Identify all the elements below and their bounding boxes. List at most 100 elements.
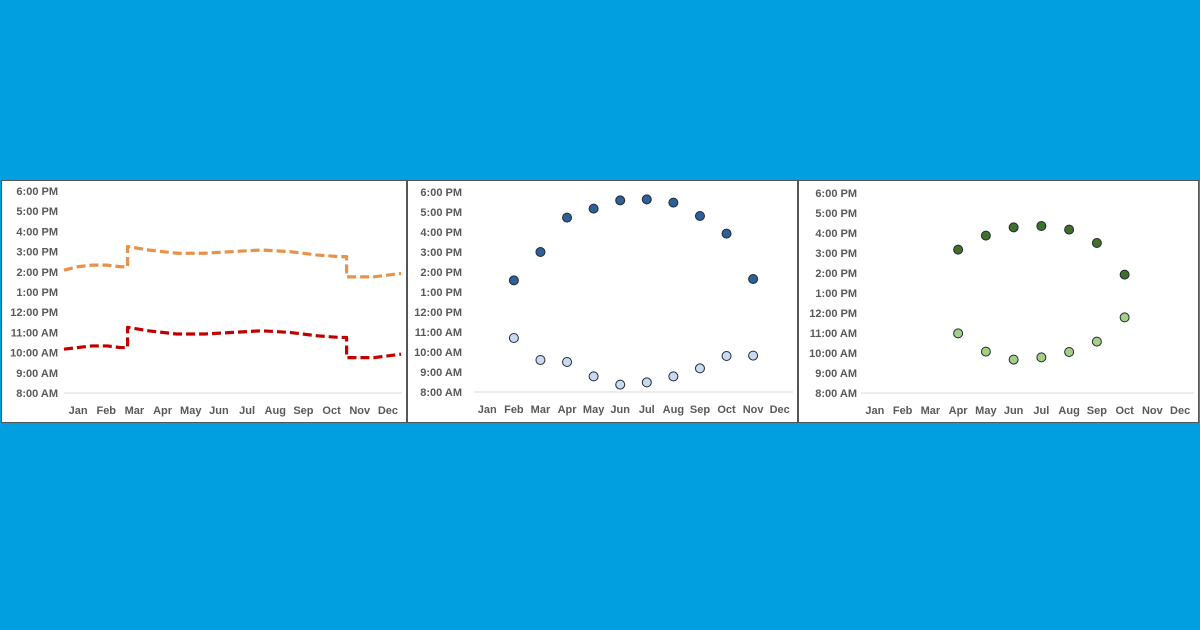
scatter-point [535, 355, 546, 365]
x-tick-label: Dec [770, 404, 790, 416]
x-tick-label: Mar [921, 405, 941, 417]
scatter-point [1036, 221, 1047, 231]
scatter-chart-blue: 8:00 AM 9:00 AM 10:00 AM 11:00 AM 12:00 PM 1:… [414, 187, 793, 416]
y-tick-label: 1:00 PM [420, 287, 462, 299]
y-tick-label: 5:00 PM [420, 207, 462, 219]
scatter-point [562, 212, 573, 223]
x-tick-label: Jan [865, 405, 884, 417]
x-tick-label: Oct [717, 404, 736, 416]
y-tick-label: 6:00 PM [815, 188, 857, 200]
x-tick-label: Feb [504, 404, 524, 416]
x-tick-label: Jan [69, 405, 88, 417]
chart-panel-left: 8:00 AM 9:00 AM 10:00 AM 11:00 AM 12:00 PM 1:… [1, 180, 407, 423]
x-tick-label: Dec [378, 405, 398, 417]
y-tick-label: 4:00 PM [815, 228, 857, 240]
y-tick-label: 2:00 PM [16, 267, 58, 279]
y-tick-label: 3:00 PM [16, 247, 58, 259]
x-tick-label: Jul [1033, 405, 1049, 417]
scatter-point [1119, 312, 1130, 323]
x-tick-label: Nov [1142, 405, 1164, 417]
scatter-point [508, 333, 519, 343]
y-tick-label: 1:00 PM [815, 288, 857, 300]
x-tick-label: Apr [558, 404, 578, 416]
y-tick-label: 4:00 PM [420, 227, 462, 239]
y-tick-label: 8:00 AM [420, 387, 462, 399]
chart-panel-middle: 8:00 AM 9:00 AM 10:00 AM 11:00 AM 12:00 PM 1:… [407, 180, 798, 423]
x-tick-label: Apr [949, 405, 969, 417]
scatter-point [980, 230, 991, 241]
y-tick-label: 2:00 PM [815, 268, 857, 280]
scatter-point [1119, 269, 1130, 280]
y-tick-label: 12:00 PM [10, 307, 58, 319]
scatter-point [535, 247, 546, 257]
scatter-point [748, 350, 759, 361]
x-tick-label: Jun [209, 405, 229, 417]
x-tick-label: Aug [663, 404, 684, 416]
scatter-point [1036, 352, 1047, 363]
scatter-point [641, 377, 652, 388]
y-tick-label: 12:00 PM [414, 307, 462, 319]
y-tick-label: 6:00 PM [420, 187, 462, 199]
scatter-point [588, 203, 599, 214]
x-tick-label: Sep [1087, 405, 1107, 417]
x-tick-label: Jan [478, 404, 497, 416]
scatter-point [641, 194, 652, 205]
x-tick-label: Mar [125, 405, 145, 417]
scatter-point [668, 197, 679, 208]
scatter-point [668, 371, 679, 382]
series-line-1 [63, 325, 402, 360]
y-tick-label: 11:00 AM [810, 328, 857, 340]
x-tick-label: Nov [349, 405, 371, 417]
x-tick-label: May [975, 405, 997, 417]
y-tick-label: 1:00 PM [16, 287, 58, 299]
x-tick-label: Apr [153, 405, 173, 417]
x-tick-label: Dec [1170, 405, 1190, 417]
y-tick-label: 5:00 PM [815, 208, 857, 220]
scatter-point [1091, 238, 1102, 248]
scatter-point [694, 211, 705, 221]
y-tick-label: 9:00 AM [815, 368, 857, 380]
x-tick-label: Jun [1004, 405, 1024, 417]
y-tick-label: 3:00 PM [420, 247, 462, 259]
chart-panel-right: 8:00 AM 9:00 AM 10:00 AM 11:00 AM 12:00 PM 1:… [798, 180, 1199, 423]
x-tick-label: Mar [531, 404, 551, 416]
y-tick-label: 8:00 AM [16, 388, 58, 400]
scatter-point [1064, 347, 1075, 357]
y-tick-label: 2:00 PM [420, 267, 462, 279]
x-tick-label: Aug [265, 405, 286, 417]
scatter-point [615, 379, 626, 390]
y-tick-label: 9:00 AM [420, 367, 462, 379]
y-tick-label: 10:00 AM [414, 347, 462, 359]
scatter-point [953, 328, 964, 339]
x-tick-label: Sep [690, 404, 710, 416]
y-tick-label: 9:00 AM [16, 368, 58, 380]
y-tick-label: 6:00 PM [16, 186, 58, 198]
y-tick-label: 5:00 PM [16, 206, 58, 218]
scatter-chart-green: 8:00 AM 9:00 AM 10:00 AM 11:00 AM 12:00 PM 1:… [809, 188, 1194, 417]
scatter-point [588, 371, 599, 382]
scatter-point [562, 357, 573, 367]
scatter-point [1064, 224, 1075, 235]
y-tick-label: 11:00 AM [415, 327, 462, 339]
x-tick-label: Feb [893, 405, 913, 417]
y-tick-label: 12:00 PM [809, 308, 857, 320]
x-tick-label: May [583, 404, 605, 416]
y-tick-label: 8:00 AM [815, 388, 857, 400]
x-tick-label: Feb [96, 405, 116, 417]
x-tick-label: Nov [743, 404, 765, 416]
scatter-point [1091, 336, 1102, 347]
x-tick-label: Oct [1115, 405, 1134, 417]
scatter-point [721, 351, 732, 361]
scatter-point [1008, 222, 1019, 233]
y-tick-label: 3:00 PM [815, 248, 857, 260]
x-tick-label: Jul [639, 404, 655, 416]
y-tick-label: 10:00 AM [809, 348, 857, 360]
y-tick-label: 4:00 PM [16, 226, 58, 238]
x-tick-label: Aug [1058, 405, 1079, 417]
scatter-point [1008, 354, 1019, 365]
scatter-point [615, 195, 626, 206]
y-tick-label: 10:00 AM [10, 348, 58, 360]
x-tick-label: Jun [610, 404, 630, 416]
x-tick-label: Jul [239, 405, 255, 417]
y-tick-label: 11:00 AM [11, 327, 58, 339]
